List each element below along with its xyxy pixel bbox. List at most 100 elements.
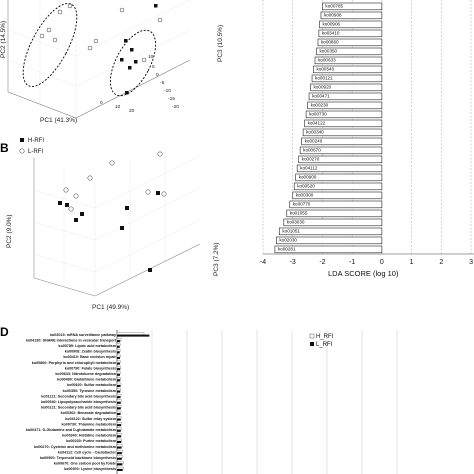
lda-bar: [298, 155, 383, 164]
d-bar-l: [117, 373, 120, 376]
lda-x-tick: 2: [439, 259, 443, 266]
lda-bar-label: ko00906: [322, 22, 340, 27]
lda-bar-label: ko03030: [287, 220, 305, 225]
pca-b-y-label: PC2 (9.0%): [6, 214, 13, 248]
d-bar-h: [116, 455, 124, 458]
d-bar-l: [117, 413, 121, 415]
lda-xlabel: LDA SCORE (log 10): [328, 269, 399, 278]
lda-bar: [322, 2, 383, 11]
pca-a-z-tick-6: -20: [172, 104, 179, 110]
lda-bar-label: ko02030: [279, 238, 297, 243]
d-bar-h: [116, 405, 122, 408]
d-category-label: ko00480: Glutathione metabolism: [57, 378, 117, 382]
pca-a-z-tick-4: -10: [164, 88, 171, 94]
lda-bar: [286, 209, 383, 218]
lda-bar-label: ko00230: [311, 103, 329, 108]
pca-a-z-tick-3: -5: [160, 80, 165, 86]
lda-bar-label: ko03410: [322, 31, 340, 36]
pca-a-z-tick-1: 5: [152, 64, 155, 70]
d-bar-h: [116, 360, 121, 363]
lda-bar-label: ko00471: [312, 94, 330, 99]
lda-bar: [314, 56, 383, 65]
lda-bar: [292, 191, 383, 200]
pca-b-z-axis: [94, 243, 201, 297]
pca-a-z-axis: [75, 59, 191, 119]
d-category-label: ko00230: Purine metabolism: [66, 439, 117, 443]
lda-bar: [304, 119, 383, 128]
d-category-label: ko00362: Benzoate degradation: [61, 411, 117, 415]
d-bar-l: [117, 368, 121, 371]
cluster-ellipse-right: [109, 29, 157, 97]
d-category-label: ko00900: Terpenoid backbone biosynthesis: [40, 456, 116, 460]
d-bar-l: [117, 463, 123, 466]
d-bar-h: [116, 354, 121, 358]
legend-l-rfi-marker: [19, 148, 25, 154]
d-bar-l: [117, 362, 120, 365]
pca-b-grid: [33, 150, 201, 296]
lda-bar-label: ko04112: [300, 166, 318, 171]
legend-l-rfi-swatch: [310, 342, 314, 346]
pca-a-grid: [7, 0, 191, 118]
d-category-label: ko03015: mRNA surveillance pathway: [50, 333, 117, 337]
lda-bar: [308, 92, 383, 101]
d-bar-l: [117, 407, 121, 410]
d-bar-l: [117, 396, 121, 399]
pca-b-open-points: [63, 151, 167, 212]
pca-b-filled-points: [58, 191, 160, 272]
lda-bar: [299, 146, 383, 155]
d-category-label: ko03410: Base excision repair: [63, 355, 116, 359]
d-category-label: ko01121: Secondary bile acid biosynthesi…: [41, 394, 116, 398]
lda-bar-label: ko00670: [303, 148, 321, 153]
cluster-ellipse-left: [22, 3, 78, 87]
d-category-label: ko04122: Sulfur relay system: [65, 417, 117, 421]
lda-x-tick: 1: [410, 259, 414, 266]
lda-bar: [305, 110, 383, 119]
pca-a-z-tick-0: 10: [148, 54, 154, 60]
d-category-label: ko00860: Porphyrin and chlorophyll metab…: [32, 361, 117, 365]
lda-bar: [307, 101, 383, 110]
panel-b-letter: B: [0, 141, 9, 155]
lda-bar: [319, 20, 383, 29]
legend-h-rfi-marker: [20, 138, 24, 142]
legend-h-rfi-swatch: [309, 333, 315, 339]
lda-bar-label: ko00908: [324, 13, 342, 18]
lda-bar: [293, 182, 383, 191]
pca-a-z-tick-5: -15: [168, 96, 175, 102]
d-bar-h: [116, 433, 122, 436]
lda-bar: [283, 218, 383, 227]
lda-bar-label: ko00770: [293, 202, 311, 207]
d-bar-l: [117, 446, 122, 449]
pca-a-z-tick-labels: 10 5 0 -5 -10 -15 -20: [148, 54, 179, 110]
pca-b-plot: H-RFI L-RFI PC2 (9.0%) PC1 (49.9%) PC3 (…: [6, 138, 220, 311]
panel-d-letter: D: [0, 325, 9, 339]
d-category-label: ko00670: One carbon pool by folate: [54, 462, 116, 466]
pca-a-x-tick-0: 0: [100, 100, 103, 106]
lda-bar-label: ko00540: [317, 67, 335, 72]
lda-bar-label: ko00520: [297, 184, 315, 189]
legend-l-rfi-label: L-RFI: [28, 149, 43, 155]
lda-bar-label: ko04122: [308, 121, 326, 126]
pca-a-x-label: PC1 (41.3%): [40, 117, 77, 124]
lda-bar: [310, 83, 383, 92]
d-category-label: ko00540: Lipopolysaccharide biosynthesis: [41, 400, 116, 404]
lda-x-tick: -1: [349, 259, 355, 266]
d-bar-h: [116, 427, 122, 430]
pca-a-x-tick-labels: 0 10 20: [100, 100, 135, 114]
lda-bar-label: ko00860: [321, 40, 339, 45]
legend-h-rfi-text: H_RFI: [316, 334, 334, 340]
lda-bar: [313, 65, 383, 74]
lda-bar-label: ko01051: [282, 229, 300, 234]
d-bar-h: [116, 438, 123, 442]
d-category-label: ko00300: Lysine biosynthesis: [64, 467, 116, 471]
d-bar-h: [116, 399, 122, 402]
pca-a-x-tick-2: 20: [129, 108, 135, 114]
lda-bar: [311, 74, 383, 83]
lda-bar-label: ko00785: [325, 4, 343, 9]
d-bar-h: [116, 416, 122, 419]
d-category-label: ko00340: Histidine metabolism: [62, 434, 117, 438]
d-bar-h: [116, 377, 121, 380]
d-bar-h: [116, 461, 124, 464]
lda-chart: -4 -3 -2 -1 0 1 2 3 ko00785 ko00908 ko00906 ko03410…: [260, 0, 474, 266]
lda-x-tick: 0: [380, 259, 384, 266]
